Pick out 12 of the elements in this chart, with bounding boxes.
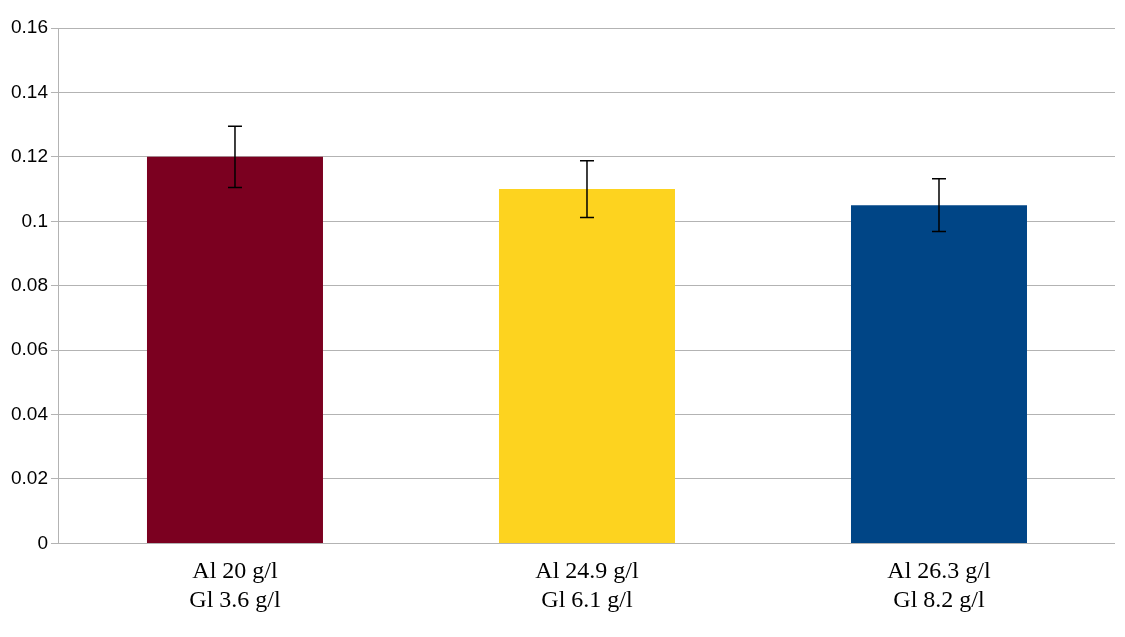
y-tick-label: 0.12 [11,145,48,167]
y-tick-label: 0.14 [11,80,49,102]
y-tick-label: 0.04 [11,402,49,424]
y-tick-label: 0.16 [11,16,48,38]
y-tick-label: 0 [37,531,48,553]
y-tick-label: 0.06 [11,338,48,360]
x-tick-label: Al 26.3 g/l Gl 8.2 g/l [887,557,991,612]
x-tick-label: Al 20 g/l Gl 3.6 g/l [189,557,281,612]
x-tick-label: Al 24.9 g/l Gl 6.1 g/l [535,557,639,612]
y-tick-label: 0.08 [11,273,48,295]
y-tick-label: 0.1 [21,209,48,231]
y-tick-label: 0.02 [11,467,48,489]
